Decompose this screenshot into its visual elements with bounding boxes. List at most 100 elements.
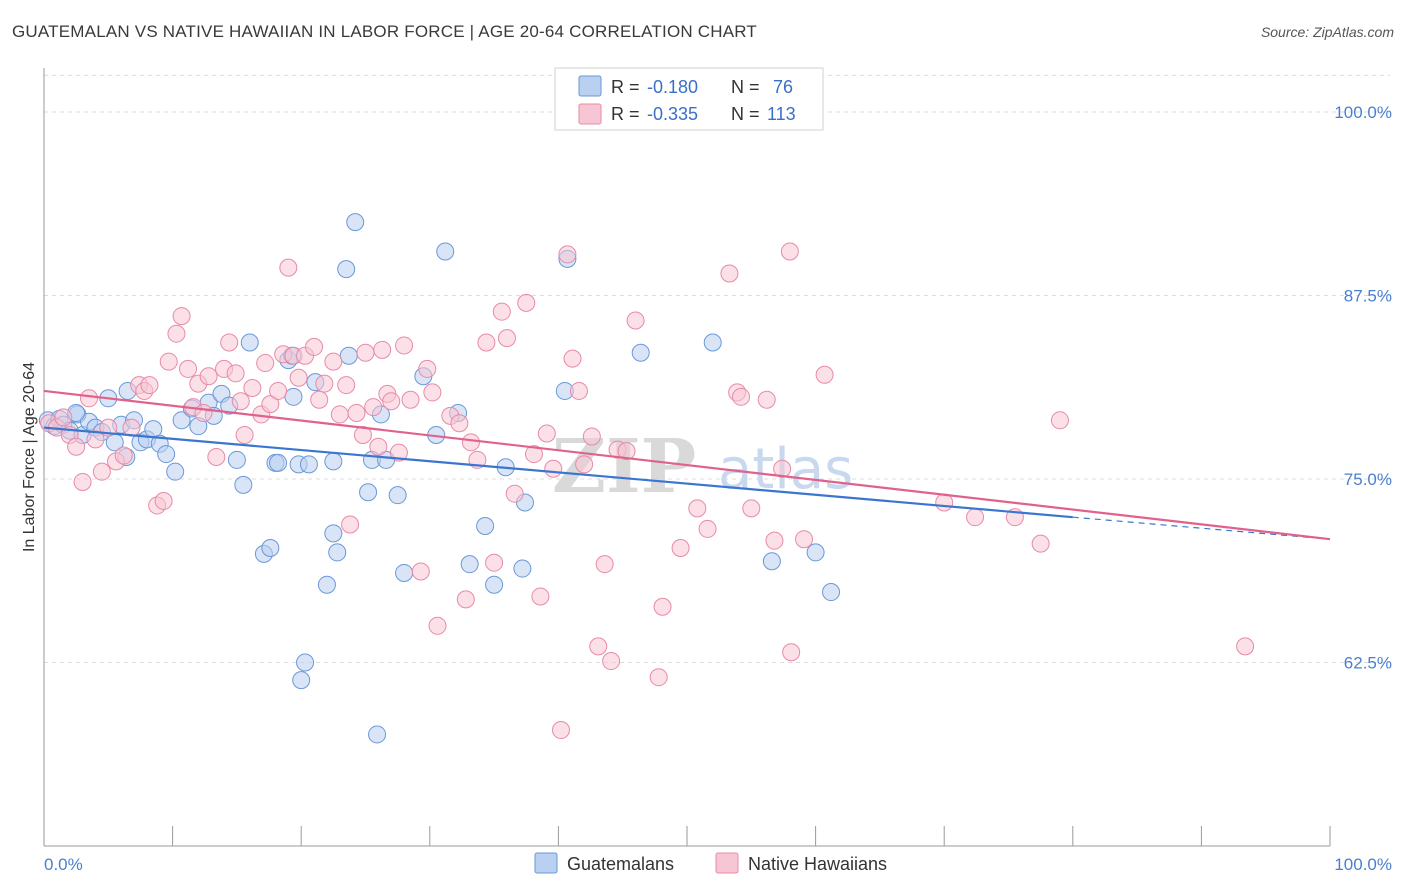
scatter-point bbox=[324, 452, 343, 471]
scatter-point bbox=[720, 264, 739, 283]
scatter-point bbox=[92, 462, 111, 481]
scatter-point bbox=[688, 499, 707, 518]
scatter-point bbox=[261, 539, 280, 558]
scatter-point bbox=[485, 553, 504, 572]
watermark-zip: ZIP bbox=[552, 424, 696, 510]
scatter-point bbox=[757, 390, 776, 409]
scatter-point bbox=[395, 563, 414, 582]
scatter-point bbox=[428, 616, 447, 635]
gridlines bbox=[44, 74, 1390, 664]
scatter-point bbox=[456, 590, 475, 609]
scatter-point bbox=[353, 425, 372, 444]
legend-n-value-guatemalans: 76 bbox=[773, 77, 793, 97]
x-tick-label-min: 0.0% bbox=[44, 855, 83, 874]
scatter-point bbox=[485, 575, 504, 594]
scatter-point bbox=[389, 443, 408, 462]
scatter-point bbox=[626, 311, 645, 330]
scatter-point bbox=[476, 516, 495, 535]
scatter-point bbox=[631, 343, 650, 362]
scatter-point bbox=[67, 437, 86, 456]
scatter-point bbox=[780, 242, 799, 261]
scatter-point bbox=[418, 359, 437, 378]
scatter-point bbox=[80, 389, 99, 408]
scatter-point bbox=[368, 725, 387, 744]
scatter-point bbox=[698, 519, 717, 538]
trendlines bbox=[43, 389, 1331, 541]
x-tick-label-max: 100.0% bbox=[1334, 855, 1392, 874]
y-axis-title: In Labor Force | Age 20-64 bbox=[21, 362, 38, 552]
scatter-point bbox=[617, 442, 636, 461]
scatter-point bbox=[513, 559, 532, 578]
scatter-point bbox=[782, 643, 801, 662]
scatter-point bbox=[649, 668, 668, 687]
y-tick-label: 62.5% bbox=[1344, 654, 1392, 673]
scatter-point bbox=[341, 515, 360, 534]
scatter-point bbox=[269, 453, 288, 472]
scatter-point bbox=[54, 408, 73, 427]
legend-r-value-native-hawaiians: -0.335 bbox=[647, 104, 698, 124]
scatter-point bbox=[73, 472, 92, 491]
legend-swatch-native-hawaiians bbox=[578, 103, 602, 125]
scatter-point bbox=[359, 483, 378, 502]
x-ticks bbox=[172, 826, 1331, 846]
legend-swatch-guatemalans bbox=[578, 75, 602, 97]
scatter-point bbox=[806, 543, 825, 562]
y-tick-label: 87.5% bbox=[1344, 287, 1392, 306]
scatter-point bbox=[86, 430, 105, 449]
scatter-point bbox=[159, 352, 178, 371]
scatter-point bbox=[742, 499, 761, 518]
scatter-point bbox=[966, 508, 985, 527]
scatter-point bbox=[524, 445, 543, 464]
scatter-point bbox=[423, 383, 442, 402]
scatter-point bbox=[337, 376, 356, 395]
scatter-point bbox=[815, 365, 834, 384]
scatter-point bbox=[240, 333, 259, 352]
scatter-point bbox=[347, 403, 366, 422]
scatter-point bbox=[436, 242, 455, 261]
scatter-point bbox=[563, 349, 582, 368]
trend-line-extension bbox=[1072, 516, 1331, 540]
scatter-point bbox=[234, 475, 253, 494]
scatter-point bbox=[575, 455, 594, 474]
scatter-point bbox=[595, 555, 614, 574]
bottom-legend-swatch-native-hawaiians bbox=[715, 852, 739, 874]
series-legend: Guatemalans Native Hawaiians bbox=[534, 852, 887, 874]
scatter-point bbox=[199, 367, 218, 386]
trend-line bbox=[43, 426, 1073, 519]
scatter-point bbox=[261, 395, 280, 414]
scatter-point bbox=[373, 340, 392, 359]
bottom-legend-label-guatemalans: Guatemalans bbox=[567, 854, 674, 874]
scatter-point bbox=[310, 390, 329, 409]
scatter-point bbox=[492, 302, 511, 321]
legend-n-label-native-hawaiians: N = bbox=[731, 104, 760, 124]
legend-n-label-guatemalans: N = bbox=[731, 77, 760, 97]
scatter-point bbox=[207, 448, 226, 466]
scatter-point bbox=[582, 427, 601, 446]
scatter-point bbox=[401, 390, 420, 409]
scatter-point bbox=[765, 531, 784, 550]
scatter-point bbox=[395, 336, 414, 355]
axes bbox=[43, 68, 1331, 847]
scatter-point bbox=[305, 337, 324, 356]
chart-title: GUATEMALAN VS NATIVE HAWAIIAN IN LABOR F… bbox=[12, 22, 758, 41]
scatter-point bbox=[773, 459, 792, 478]
bottom-legend-swatch-guatemalans bbox=[534, 852, 558, 874]
scatter-point bbox=[140, 376, 159, 395]
legend-r-label-guatemalans: R = bbox=[611, 77, 640, 97]
scatter-point bbox=[346, 213, 365, 232]
scatter-point bbox=[220, 333, 239, 352]
scatter-point bbox=[315, 374, 334, 393]
scatter-point bbox=[292, 671, 311, 690]
scatter-point bbox=[544, 459, 563, 478]
scatter-point bbox=[231, 392, 250, 411]
scatter-point bbox=[299, 455, 318, 474]
y-tick-labels: 62.5% 75.0% 87.5% 100.0% bbox=[1334, 103, 1392, 672]
scatter-point bbox=[795, 530, 814, 549]
scatter-point bbox=[284, 387, 303, 406]
scatter-point bbox=[450, 414, 469, 433]
y-tick-label: 75.0% bbox=[1344, 470, 1392, 489]
scatter-point bbox=[558, 245, 577, 264]
scatter-point bbox=[1050, 411, 1069, 430]
scatter-point bbox=[369, 437, 388, 456]
